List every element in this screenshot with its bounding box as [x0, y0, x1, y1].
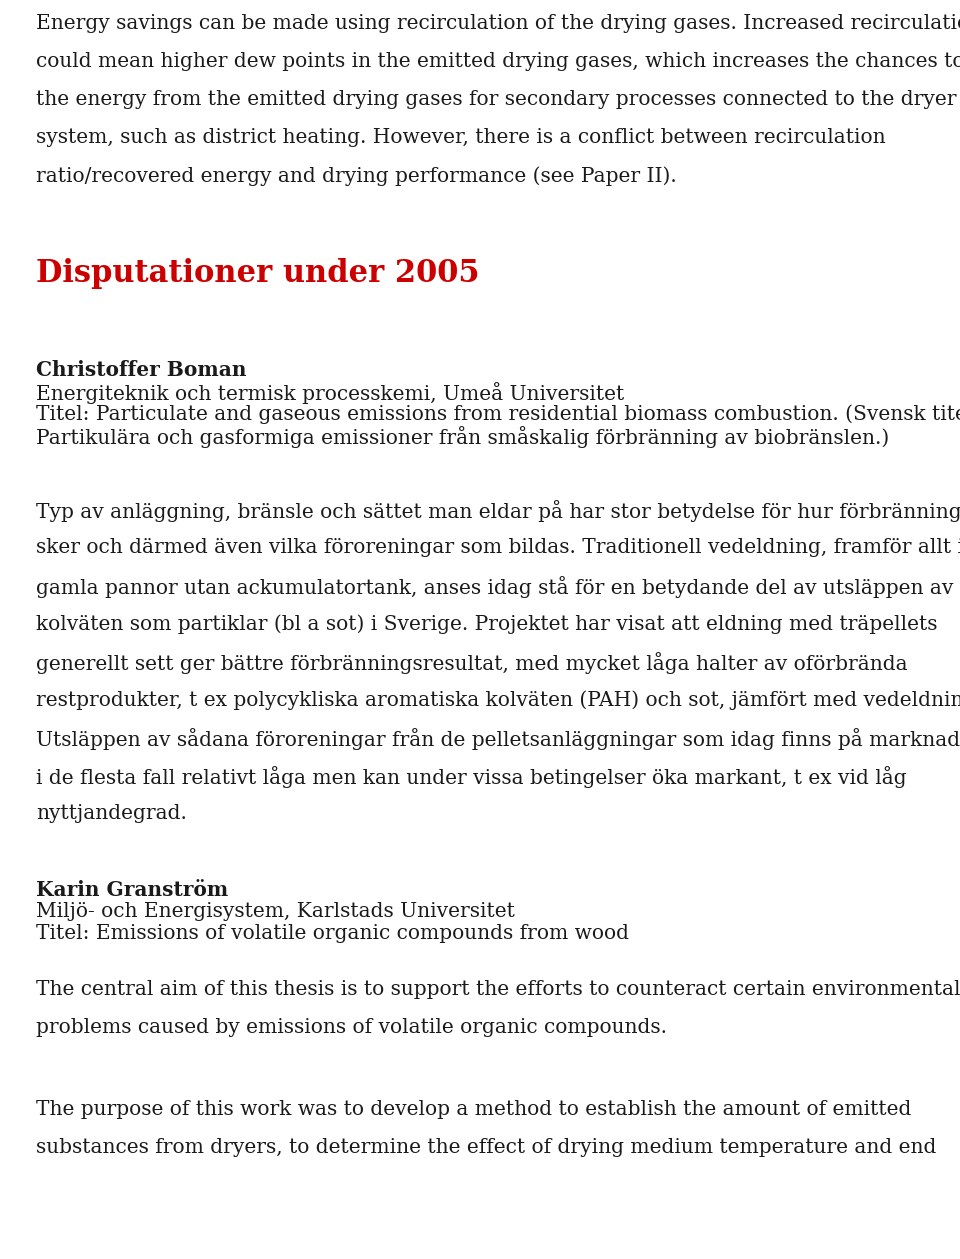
Text: nyttjandegrad.: nyttjandegrad. [36, 805, 187, 823]
Text: sker och därmed även vilka föroreningar som bildas. Traditionell vedeldning, fra: sker och därmed även vilka föroreningar … [36, 538, 960, 556]
Text: Partikulära och gasformiga emissioner från småskalig förbränning av biobränslen.: Partikulära och gasformiga emissioner fr… [36, 426, 889, 448]
Text: kolväten som partiklar (bl a sot) i Sverige. Projektet har visat att eldning med: kolväten som partiklar (bl a sot) i Sver… [36, 614, 938, 633]
Text: Disputationer under 2005: Disputationer under 2005 [36, 258, 479, 290]
Text: could mean higher dew points in the emitted drying gases, which increases the ch: could mean higher dew points in the emit… [36, 52, 960, 71]
Text: i de flesta fall relativt låga men kan under vissa betingelser öka markant, t ex: i de flesta fall relativt låga men kan u… [36, 765, 906, 788]
Text: ratio/recovered energy and drying performance (see Paper II).: ratio/recovered energy and drying perfor… [36, 166, 677, 185]
Text: Energiteknik och termisk processkemi, Umeå Universitet: Energiteknik och termisk processkemi, Um… [36, 381, 624, 404]
Text: generellt sett ger bättre förbränningsresultat, med mycket låga halter av oförbr: generellt sett ger bättre förbränningsre… [36, 652, 907, 674]
Text: Titel: Emissions of volatile organic compounds from wood: Titel: Emissions of volatile organic com… [36, 924, 629, 943]
Text: Utsläppen av sådana föroreningar från de pelletsanläggningar som idag finns på m: Utsläppen av sådana föroreningar från de… [36, 728, 960, 750]
Text: Karin Granström: Karin Granström [36, 880, 228, 900]
Text: system, such as district heating. However, there is a conflict between recircula: system, such as district heating. Howeve… [36, 128, 886, 147]
Text: Miljö- och Energisystem, Karlstads Universitet: Miljö- och Energisystem, Karlstads Unive… [36, 901, 515, 922]
Text: problems caused by emissions of volatile organic compounds.: problems caused by emissions of volatile… [36, 1019, 667, 1037]
Text: Typ av anläggning, bränsle och sättet man eldar på har stor betydelse för hur fö: Typ av anläggning, bränsle och sättet ma… [36, 500, 960, 522]
Text: restprodukter, t ex polycykliska aromatiska kolväten (PAH) och sot, jämfört med : restprodukter, t ex polycykliska aromati… [36, 690, 960, 710]
Text: Titel: Particulate and gaseous emissions from residential biomass combustion. (S: Titel: Particulate and gaseous emissions… [36, 404, 960, 424]
Text: The central aim of this thesis is to support the efforts to counteract certain e: The central aim of this thesis is to sup… [36, 980, 960, 998]
Text: Christoffer Boman: Christoffer Boman [36, 360, 247, 380]
Text: the energy from the emitted drying gases for secondary processes connected to th: the energy from the emitted drying gases… [36, 89, 956, 110]
Text: The purpose of this work was to develop a method to establish the amount of emit: The purpose of this work was to develop … [36, 1100, 911, 1119]
Text: gamla pannor utan ackumulatortank, anses idag stå för en betydande del av utsläp: gamla pannor utan ackumulatortank, anses… [36, 577, 960, 598]
Text: Energy savings can be made using recirculation of the drying gases. Increased re: Energy savings can be made using recircu… [36, 14, 960, 33]
Text: substances from dryers, to determine the effect of drying medium temperature and: substances from dryers, to determine the… [36, 1138, 936, 1157]
